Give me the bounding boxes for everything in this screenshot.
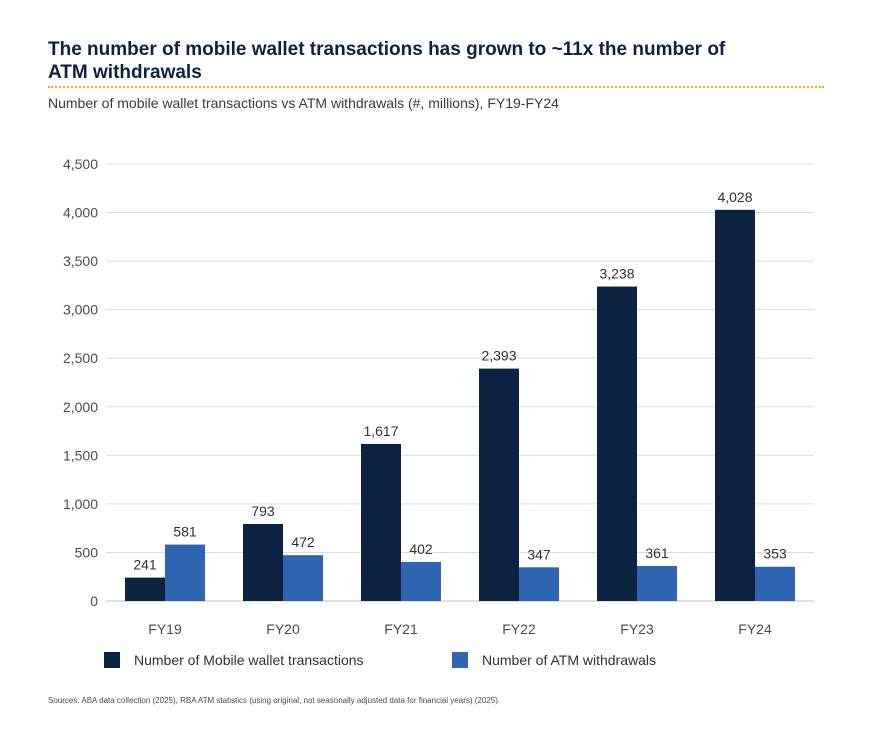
data-label: 3,238 bbox=[599, 266, 634, 282]
y-tick-label: 1,000 bbox=[63, 496, 98, 512]
y-tick-label: 4,500 bbox=[63, 156, 98, 172]
data-label: 241 bbox=[133, 557, 157, 573]
y-tick-label: 4,000 bbox=[63, 205, 98, 221]
data-label: 581 bbox=[173, 524, 197, 540]
bar-atm-fy23 bbox=[637, 565, 677, 601]
bar-atm-fy22 bbox=[519, 567, 559, 601]
y-tick-label: 3,500 bbox=[63, 253, 98, 269]
bar-mobile-fy23 bbox=[597, 286, 637, 601]
data-label: 793 bbox=[251, 503, 275, 519]
x-tick-label: FY24 bbox=[738, 621, 772, 637]
chart-title: The number of mobile wallet transactions… bbox=[48, 39, 726, 83]
dotted-divider bbox=[48, 86, 824, 88]
data-label: 402 bbox=[409, 541, 433, 557]
bar-atm-fy20 bbox=[283, 555, 323, 601]
y-tick-label: 500 bbox=[75, 544, 99, 560]
legend-swatch-atm bbox=[452, 652, 468, 668]
legend-label-atm: Number of ATM withdrawals bbox=[482, 652, 657, 668]
data-label: 4,028 bbox=[717, 189, 752, 205]
bar-mobile-fy20 bbox=[243, 523, 283, 601]
bar-atm-fy21 bbox=[401, 561, 441, 601]
bar-chart: 0 500 1,000 1,500 2,000 2,500 3,000 3,500 4,000 4… bbox=[63, 156, 814, 637]
y-tick-label: 3,000 bbox=[63, 302, 98, 318]
bar-atm-fy24 bbox=[755, 566, 795, 601]
y-tick-label: 2,500 bbox=[63, 350, 98, 366]
x-tick-label: FY23 bbox=[620, 621, 654, 637]
x-tick-label: FY20 bbox=[266, 621, 300, 637]
y-tick-label: 1,500 bbox=[63, 447, 98, 463]
y-tick-label: 0 bbox=[90, 593, 98, 609]
data-label: 361 bbox=[645, 545, 669, 561]
data-label: 347 bbox=[527, 546, 551, 562]
chart-subtitle: Number of mobile wallet transactions vs … bbox=[48, 95, 559, 111]
data-label: 1,617 bbox=[363, 423, 398, 439]
y-tick-label: 2,000 bbox=[63, 399, 98, 415]
bar-mobile-fy21 bbox=[361, 443, 401, 601]
chart-legend: Number of Mobile wallet transactions Num… bbox=[0, 652, 880, 674]
legend-label-mobile: Number of Mobile wallet transactions bbox=[134, 652, 364, 668]
x-tick-label: FY19 bbox=[148, 621, 182, 637]
legend-swatch-mobile bbox=[104, 652, 120, 668]
data-label: 472 bbox=[291, 534, 315, 550]
legend-item-mobile: Number of Mobile wallet transactions bbox=[104, 652, 364, 668]
bar-atm-fy19 bbox=[165, 544, 205, 601]
legend-item-atm: Number of ATM withdrawals bbox=[452, 652, 656, 668]
source-note: Sources: ABA data collection (2025), RBA… bbox=[48, 696, 501, 705]
bar-mobile-fy19 bbox=[125, 577, 165, 601]
bar-mobile-fy24 bbox=[715, 209, 755, 602]
data-label: 2,393 bbox=[481, 348, 516, 364]
bar-mobile-fy22 bbox=[479, 368, 519, 601]
x-tick-label: FY22 bbox=[502, 621, 536, 637]
x-tick-label: FY21 bbox=[384, 621, 418, 637]
data-label: 353 bbox=[763, 546, 787, 562]
